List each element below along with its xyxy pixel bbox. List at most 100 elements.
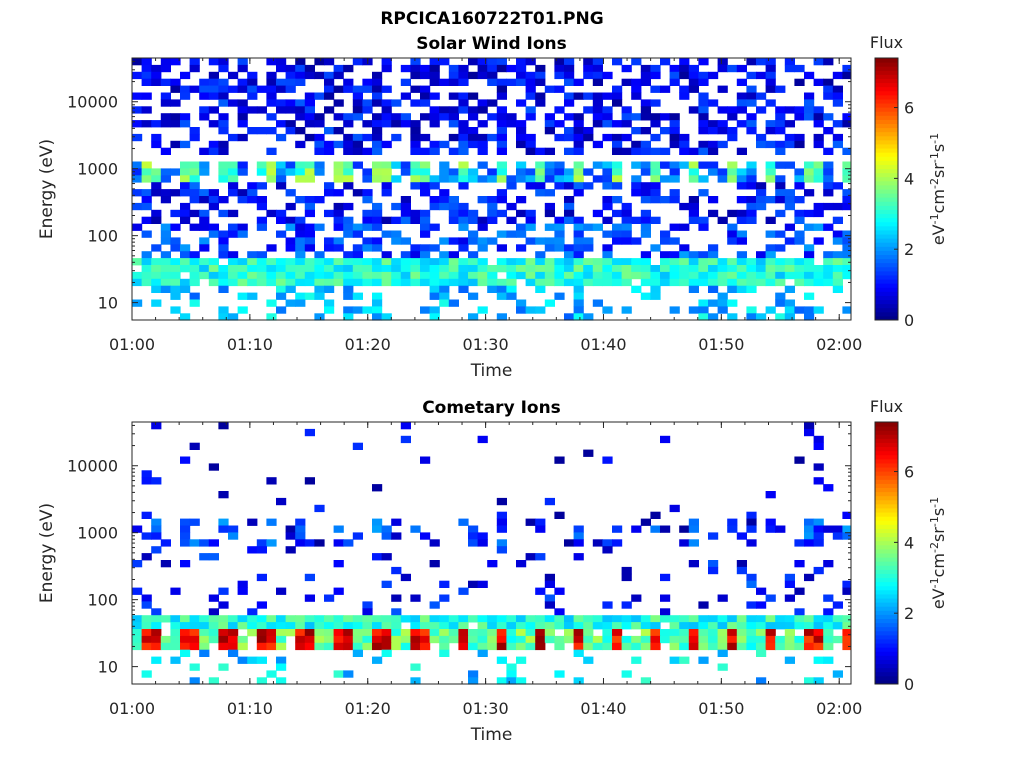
heatmap-cell xyxy=(717,649,728,657)
heatmap-cell xyxy=(276,265,287,273)
heatmap-cell xyxy=(592,106,603,114)
heatmap-cell xyxy=(477,106,488,114)
heatmap-cell xyxy=(784,258,795,266)
heatmap-cell xyxy=(333,525,344,533)
heatmap-cell xyxy=(295,299,306,307)
heatmap-cell xyxy=(784,64,795,73)
heatmap-cell xyxy=(448,251,459,259)
heatmap-cell xyxy=(132,629,143,637)
heatmap-cell xyxy=(573,258,584,266)
heatmap-cell xyxy=(506,271,517,280)
heatmap-cell xyxy=(516,677,527,685)
heatmap-cell xyxy=(189,677,200,685)
colorbar-segment xyxy=(875,471,898,476)
heatmap-cell xyxy=(372,161,383,169)
heatmap-cell xyxy=(381,553,392,561)
heatmap-cell xyxy=(400,615,411,623)
heatmap-cell xyxy=(564,539,575,547)
heatmap-cell xyxy=(420,306,431,314)
heatmap-cell xyxy=(698,635,709,644)
heatmap-cell xyxy=(477,140,488,149)
heatmap-cell xyxy=(842,629,851,637)
heatmap-cell xyxy=(420,456,431,464)
heatmap-cell xyxy=(516,71,527,80)
x-tick-label: 01:50 xyxy=(698,699,744,718)
heatmap-cell xyxy=(640,223,651,231)
heatmap-cell xyxy=(160,113,171,121)
heatmap-cell xyxy=(391,161,402,169)
heatmap-cell xyxy=(698,271,709,280)
heatmap-cell xyxy=(362,209,373,218)
x-tick-label: 01:00 xyxy=(109,335,155,354)
heatmap-cell xyxy=(813,642,824,651)
heatmap-cell xyxy=(592,113,603,121)
heatmap-cell xyxy=(314,629,325,637)
heatmap-cell xyxy=(794,278,805,287)
heatmap-cell xyxy=(573,175,584,183)
colorbar-segment xyxy=(875,131,898,137)
heatmap-cell xyxy=(295,237,306,245)
heatmap-cell xyxy=(362,601,373,609)
heatmap-cell xyxy=(756,251,767,259)
heatmap-cell xyxy=(804,573,815,582)
heatmap-cell xyxy=(208,196,219,204)
heatmap-cell xyxy=(151,532,162,540)
heatmap-cell xyxy=(804,422,815,430)
heatmap-cell xyxy=(372,635,383,644)
heatmap-cell xyxy=(688,622,699,630)
heatmap-cell xyxy=(189,629,200,637)
heatmap-cell xyxy=(794,635,805,644)
heatmap-cell xyxy=(564,251,575,259)
heatmap-cell xyxy=(736,92,747,100)
heatmap-cell xyxy=(496,292,507,300)
heatmap-cell xyxy=(640,251,651,259)
heatmap-cell xyxy=(304,278,315,287)
heatmap-cell xyxy=(813,237,824,245)
heatmap-cell xyxy=(132,525,143,533)
heatmap-cell xyxy=(439,299,450,307)
heatmap-cell xyxy=(688,271,699,280)
heatmap-cell xyxy=(842,230,851,238)
heatmap-cell xyxy=(592,539,603,547)
heatmap-cell xyxy=(189,127,200,135)
heatmap-cell xyxy=(276,230,287,238)
heatmap-cell xyxy=(151,422,162,430)
heatmap-cell xyxy=(640,258,651,266)
heatmap-cell xyxy=(640,271,651,280)
heatmap-cell xyxy=(746,518,757,526)
heatmap-cell xyxy=(266,622,277,630)
heatmap-cell xyxy=(199,113,210,121)
colorbar-segment xyxy=(875,520,898,525)
heatmap-cell xyxy=(727,127,738,135)
heatmap-cell xyxy=(228,278,239,287)
heatmap-cell xyxy=(189,175,200,183)
heatmap-cell xyxy=(573,237,584,245)
heatmap-cell xyxy=(381,615,392,623)
heatmap-cell xyxy=(333,189,344,197)
heatmap-cell xyxy=(746,58,757,66)
heatmap-cell xyxy=(448,299,459,307)
heatmap-cell xyxy=(276,642,287,651)
heatmap-cell xyxy=(218,285,229,293)
heatmap-cell xyxy=(420,209,431,218)
heatmap-cell xyxy=(228,182,239,190)
heatmap-cell xyxy=(458,99,469,107)
heatmap-cell xyxy=(669,635,680,644)
heatmap-cell xyxy=(218,147,229,155)
heatmap-cell xyxy=(170,237,181,245)
heatmap-cell xyxy=(583,313,594,321)
heatmap-cell xyxy=(381,265,392,273)
heatmap-cell xyxy=(247,92,258,100)
heatmap-cell xyxy=(564,175,575,183)
heatmap-cell xyxy=(247,106,258,114)
heatmap-cell xyxy=(381,230,392,238)
heatmap-cell xyxy=(842,168,851,176)
x-tick-label: 02:00 xyxy=(816,699,862,718)
heatmap-cell xyxy=(420,113,431,121)
heatmap-cell xyxy=(621,147,632,155)
heatmap-cell xyxy=(621,635,632,644)
heatmap-cell xyxy=(535,147,546,155)
heatmap-cell xyxy=(324,58,335,66)
heatmap-cell xyxy=(583,258,594,266)
heatmap-cell xyxy=(516,140,527,149)
